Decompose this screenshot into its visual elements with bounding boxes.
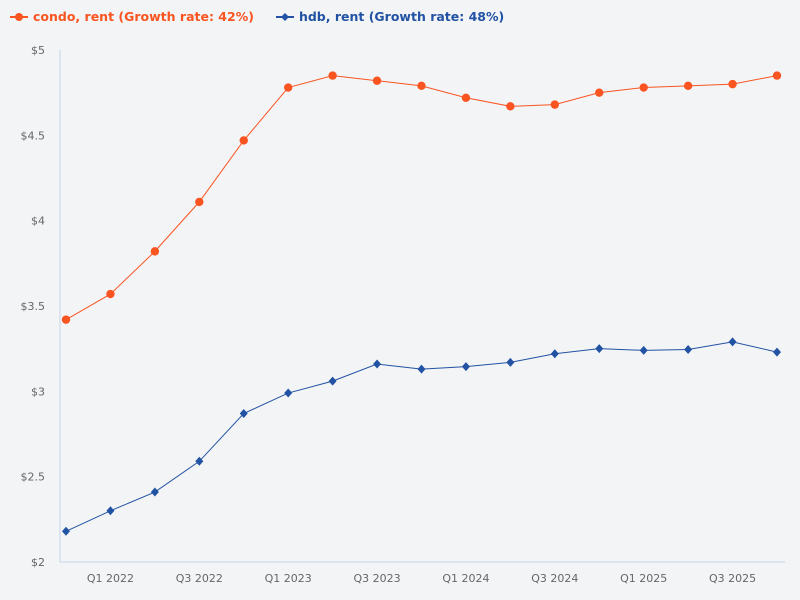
data-point	[506, 102, 515, 111]
x-tick-label: Q3 2024	[531, 572, 578, 585]
data-point	[328, 71, 337, 80]
data-point	[550, 349, 559, 359]
data-point	[284, 388, 293, 398]
y-tick-label: $4.5	[21, 129, 46, 142]
data-point	[772, 71, 782, 80]
x-tick-label: Q1 2022	[87, 572, 134, 585]
x-tick-label: Q3 2023	[353, 572, 400, 585]
y-tick-label: $3.5	[21, 300, 46, 313]
data-point	[773, 347, 781, 357]
data-point	[417, 81, 426, 91]
data-point	[239, 409, 248, 419]
y-tick-label: $2	[31, 556, 45, 569]
data-point	[150, 247, 160, 256]
data-point	[461, 362, 470, 372]
diamond-marker-icon	[275, 12, 294, 21]
data-point	[373, 359, 382, 369]
x-tick-label: Q1 2023	[265, 572, 312, 585]
data-point	[239, 136, 248, 145]
data-point	[639, 83, 648, 92]
legend: condo, rent (Growth rate: 42%) hdb, rent…	[10, 9, 504, 24]
legend-label: condo, rent (Growth rate: 42%)	[33, 9, 254, 24]
y-tick-label: $2.5	[21, 471, 46, 484]
data-point	[506, 357, 515, 367]
data-point	[639, 345, 648, 355]
data-point	[106, 506, 115, 516]
x-tick-label: Q1 2025	[620, 572, 667, 585]
data-point	[728, 79, 737, 89]
data-point	[195, 456, 204, 466]
data-point	[61, 315, 71, 324]
data-point	[106, 289, 115, 299]
x-tick-label: Q1 2024	[442, 572, 489, 585]
data-point	[550, 100, 560, 109]
x-tick-label: Q3 2022	[176, 572, 223, 585]
legend-label: hdb, rent (Growth rate: 48%)	[298, 9, 505, 24]
legend-item-condo[interactable]: condo, rent (Growth rate: 42%)	[10, 9, 254, 24]
data-point	[372, 76, 382, 85]
data-point	[150, 487, 159, 497]
y-tick-label: $4	[31, 215, 45, 228]
data-point	[62, 526, 70, 536]
data-point	[595, 344, 604, 354]
data-point	[283, 83, 293, 92]
series-line-0	[65, 75, 778, 321]
y-tick-label: $5	[31, 44, 45, 57]
data-point	[595, 88, 604, 97]
data-point	[683, 81, 693, 91]
x-tick-label: Q3 2025	[709, 572, 756, 585]
data-point	[328, 376, 337, 386]
data-point	[684, 345, 693, 355]
y-tick-label: $3	[31, 385, 45, 398]
circle-marker-icon	[10, 12, 28, 21]
data-point	[461, 93, 471, 102]
data-point	[728, 337, 737, 347]
data-point	[417, 364, 426, 374]
legend-item-hdb[interactable]: hdb, rent (Growth rate: 48%)	[275, 9, 505, 24]
data-point	[195, 197, 204, 207]
